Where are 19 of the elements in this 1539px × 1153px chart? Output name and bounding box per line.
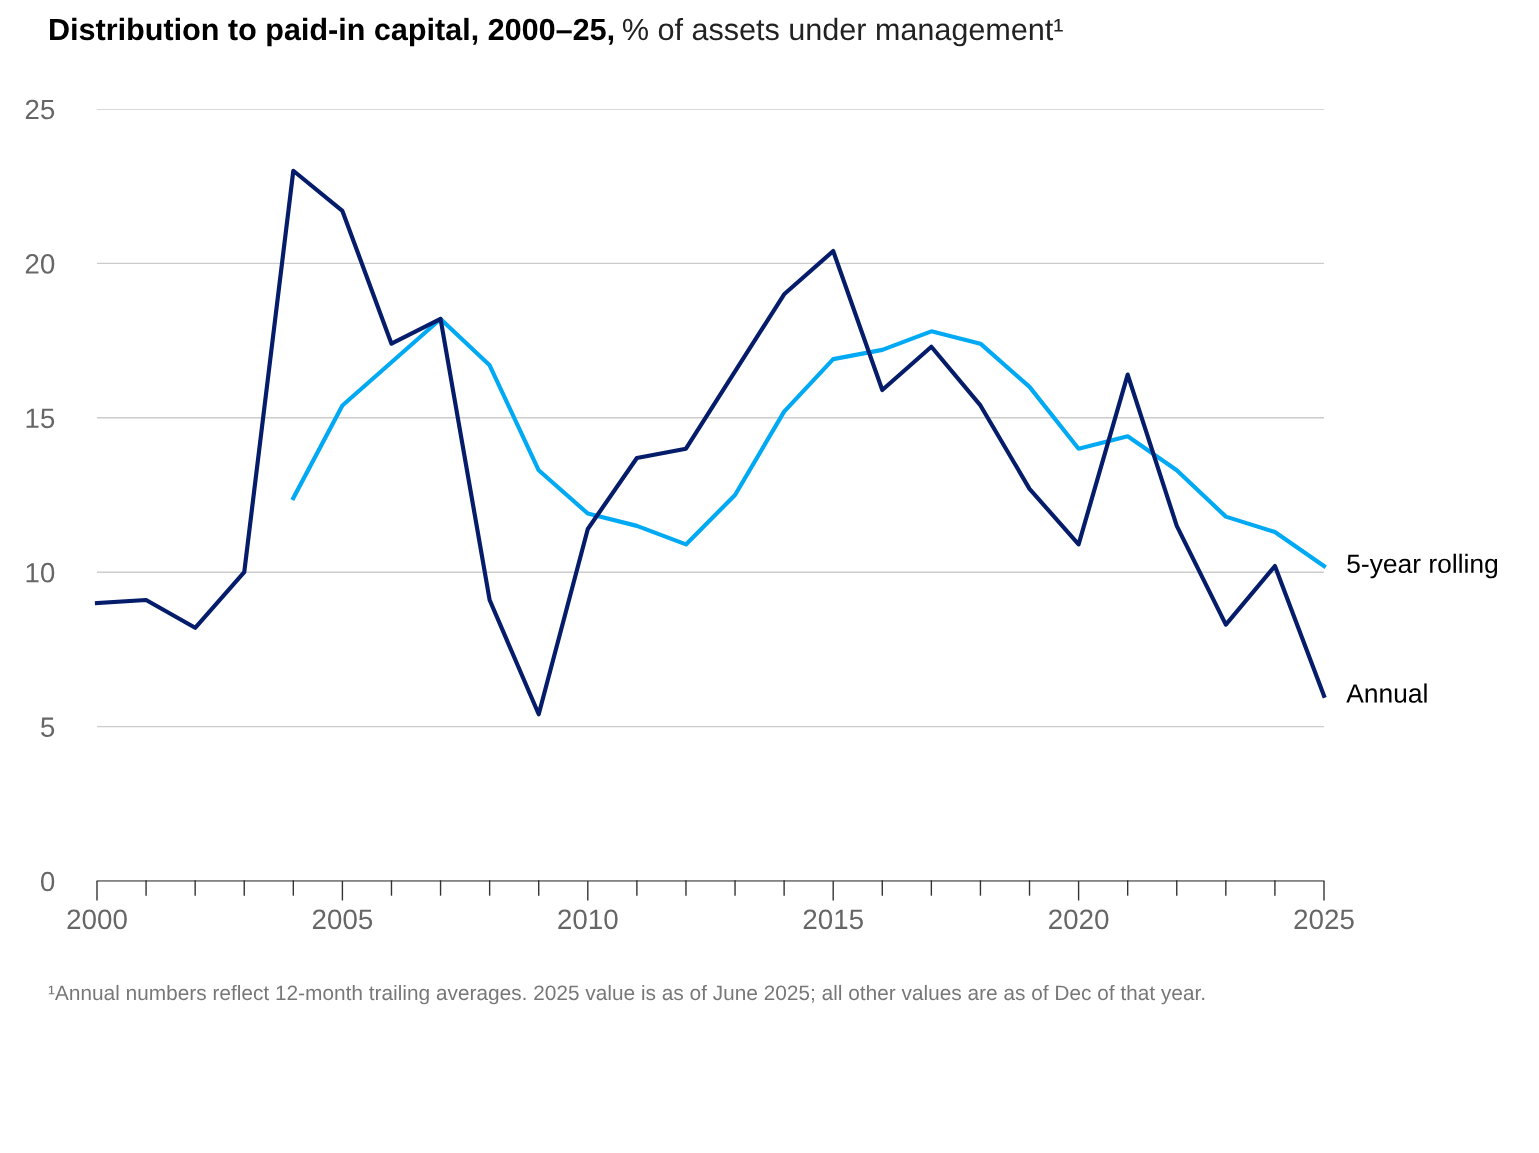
y-tick-label: 5 (41, 717, 55, 737)
y-tick-label: 15 (26, 408, 55, 429)
series-label: Annual (1346, 683, 1427, 703)
x-tick-label: 2025 (1294, 909, 1354, 930)
y-tick-label: 25 (25, 99, 55, 120)
chart-subtitle: % of assets under management¹ (622, 17, 1063, 47)
chart-title: Distribution to paid-in capital, 2000–25, (50, 17, 614, 47)
x-tick-label: 2000 (67, 909, 127, 930)
x-tick-label: 2005 (312, 909, 373, 930)
y-tick-label: 0 (40, 871, 55, 892)
y-tick-label: 20 (25, 254, 55, 274)
series-label: 5-year rolling (1347, 553, 1498, 579)
text: ¹Annual numbers reflect 12-month trailing averages. 2025 value is as of June 2025; all other values are as of Dec of that year. (48, 984, 1205, 1005)
x-tick-label: 2010 (558, 909, 618, 930)
line-series (94, 168, 1327, 717)
x-tick-label: 2020 (1049, 909, 1109, 930)
x-tick-label: 2015 (803, 909, 863, 930)
y-tick-label: 10 (26, 562, 55, 583)
line-series (291, 316, 1327, 569)
